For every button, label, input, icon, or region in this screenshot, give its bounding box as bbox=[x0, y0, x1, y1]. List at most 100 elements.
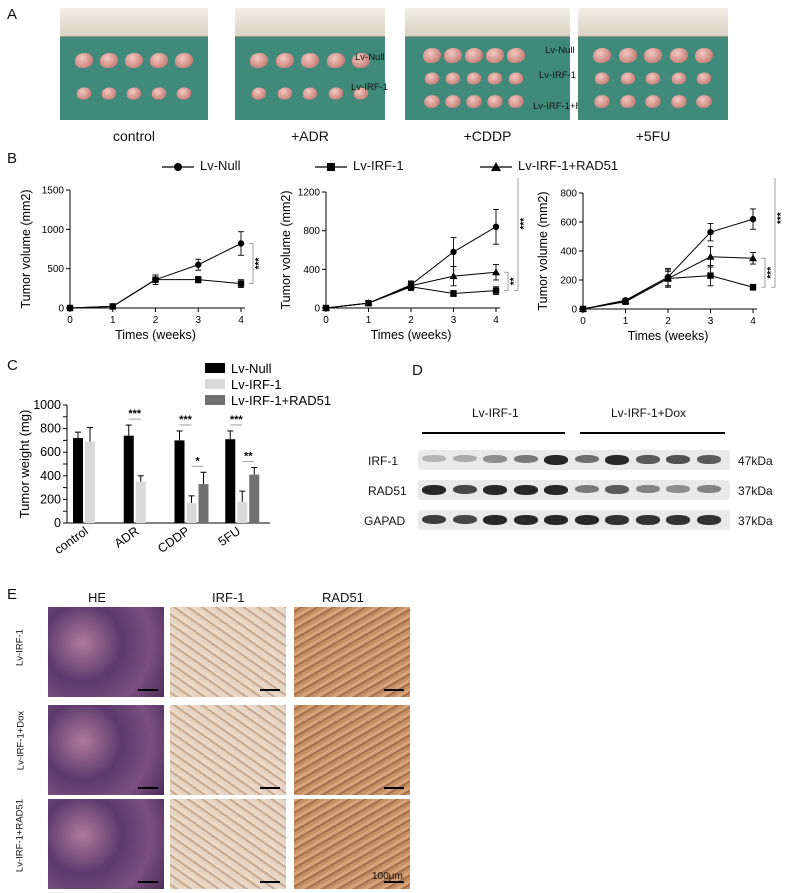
blot-band bbox=[452, 515, 477, 525]
y-axis-title: Tumor volume (mm2) bbox=[19, 190, 33, 309]
tumor-sample bbox=[671, 95, 687, 108]
tumor-sample bbox=[645, 95, 661, 108]
data-point-lv-irf1-rad51 bbox=[749, 254, 757, 262]
tumor-sample bbox=[275, 53, 294, 68]
blot-band bbox=[574, 515, 599, 525]
panel-label-b: B bbox=[7, 150, 18, 167]
blot-band bbox=[483, 515, 507, 525]
data-point-lv-null bbox=[237, 240, 245, 247]
panel-label-d: D bbox=[412, 362, 423, 379]
legend-swatch bbox=[205, 395, 225, 405]
tumor-sample bbox=[486, 48, 504, 63]
photo-row-label: Lv-IRF-1 bbox=[539, 70, 576, 81]
x-tick-label: 2 bbox=[153, 315, 159, 326]
significance-mark: *** bbox=[519, 218, 530, 230]
data-point-lv-irf1-rad51 bbox=[364, 299, 373, 307]
legend-b-item-1: Lv-Null bbox=[200, 158, 241, 173]
panel-label-c: C bbox=[7, 357, 18, 374]
y-tick-label: 400 bbox=[560, 247, 577, 258]
data-point-lv-irf1 bbox=[749, 284, 757, 291]
tumor-sample bbox=[669, 48, 688, 63]
blot-band bbox=[635, 515, 660, 525]
data-point-lv-irf1 bbox=[492, 287, 500, 294]
y-tick-label: 0 bbox=[54, 516, 61, 530]
tumor-sample bbox=[150, 53, 169, 68]
bar bbox=[174, 440, 185, 523]
photo-caption: +ADR bbox=[291, 128, 329, 144]
tumor-sample bbox=[125, 53, 144, 68]
bar bbox=[198, 484, 209, 523]
y-axis-title: Tumor volume (mm2) bbox=[536, 192, 550, 311]
tumor-sample bbox=[250, 53, 268, 68]
tumor-sample bbox=[507, 48, 525, 63]
ruler bbox=[578, 8, 728, 37]
tumor-sample bbox=[508, 95, 524, 108]
significance-mark: *** bbox=[128, 408, 142, 420]
y-tick-label: 500 bbox=[47, 264, 64, 275]
blot-band bbox=[422, 455, 446, 462]
blot-row-label-rad51: RAD51 bbox=[368, 484, 407, 498]
blot-row-label-gapdh: GAPAD bbox=[364, 514, 406, 528]
blot-band bbox=[635, 455, 660, 464]
data-point-lv-irf1 bbox=[237, 280, 245, 287]
tumor-sample bbox=[100, 53, 119, 68]
y-tick-label: 1500 bbox=[42, 186, 65, 197]
y-tick-label: 0 bbox=[571, 305, 577, 316]
line-chart-control: 0 500 1000 1500 0 1 2 3 4 Times (weeks) Tumor volu… bbox=[19, 186, 265, 343]
ruler bbox=[235, 8, 385, 37]
tumor-sample bbox=[487, 72, 503, 85]
data-point-lv-irf1-rad51 bbox=[322, 304, 330, 311]
series-line bbox=[582, 218, 754, 310]
ruler bbox=[60, 8, 208, 37]
blot-band bbox=[422, 485, 446, 495]
significance-mark: * bbox=[195, 455, 200, 467]
y-axis-title: Tumor volume (mm2) bbox=[279, 191, 293, 310]
data-point-lv-irf1 bbox=[195, 276, 202, 283]
panel-label-a: A bbox=[7, 6, 18, 23]
histo-col-rad51: RAD51 bbox=[322, 590, 364, 605]
bar bbox=[249, 474, 260, 523]
x-tick-label: 4 bbox=[238, 315, 244, 326]
tumor-photo-2 bbox=[235, 8, 385, 120]
photo-row-label: Lv-Null bbox=[545, 45, 575, 56]
series-line bbox=[325, 226, 497, 309]
bar bbox=[73, 438, 83, 523]
tumor-sample bbox=[326, 53, 345, 68]
tumor-sample bbox=[423, 48, 441, 63]
histology-image bbox=[48, 607, 164, 697]
significance-mark: *** bbox=[230, 414, 244, 426]
tumor-sample bbox=[175, 53, 194, 68]
blot-band bbox=[483, 455, 507, 463]
tumor-sample bbox=[445, 95, 461, 108]
blot-band bbox=[635, 485, 660, 493]
line-chart-cddp: 0 400 800 1200 0 1 2 3 4 Times (weeks) Tumor volum… bbox=[279, 178, 530, 342]
y-tick-label: 400 bbox=[303, 265, 320, 276]
significance-mark: ** bbox=[244, 451, 253, 463]
data-point-lv-irf1-rad51 bbox=[579, 305, 587, 312]
data-point-lv-irf1 bbox=[66, 304, 74, 312]
blot-kda-irf1: 47kDa bbox=[738, 454, 773, 468]
line-chart-5fu: 0 200 400 600 800 0 1 2 3 4 Times (weeks) Tumor vol… bbox=[536, 178, 787, 343]
tumor-sample bbox=[444, 48, 462, 63]
histology-image bbox=[48, 705, 164, 795]
x-tick-label: 3 bbox=[195, 315, 201, 326]
histo-col-irf1: IRF-1 bbox=[212, 590, 245, 605]
scale-bar bbox=[138, 689, 158, 691]
significance-mark: ** bbox=[509, 277, 520, 285]
significance-mark: *** bbox=[776, 212, 787, 224]
tumor-sample bbox=[487, 95, 503, 108]
photo-row-label: Lv-IRF-1 bbox=[351, 82, 388, 93]
y-tick-label: 600 bbox=[40, 445, 61, 459]
histology-panel: HE IRF-1 RAD51 Lv-IRF-1 Lv-IRF-1+Dox Lv-… bbox=[0, 585, 420, 893]
tumor-photo-3 bbox=[405, 8, 570, 120]
histo-col-he: HE bbox=[88, 590, 107, 605]
y-tick-label: 600 bbox=[560, 218, 577, 229]
blot-band bbox=[696, 515, 721, 525]
x-tick-label: 2 bbox=[408, 315, 414, 326]
data-point-lv-irf1 bbox=[109, 303, 116, 310]
western-blot-panel: Lv-IRF-1 Lv-IRF-1+Dox IRF-1 RAD51 GAPAD … bbox=[360, 395, 791, 545]
y-tick-label: 1000 bbox=[33, 398, 61, 412]
x-axis-title: Times (weeks) bbox=[371, 328, 452, 342]
x-tick-label: 1 bbox=[623, 316, 629, 327]
